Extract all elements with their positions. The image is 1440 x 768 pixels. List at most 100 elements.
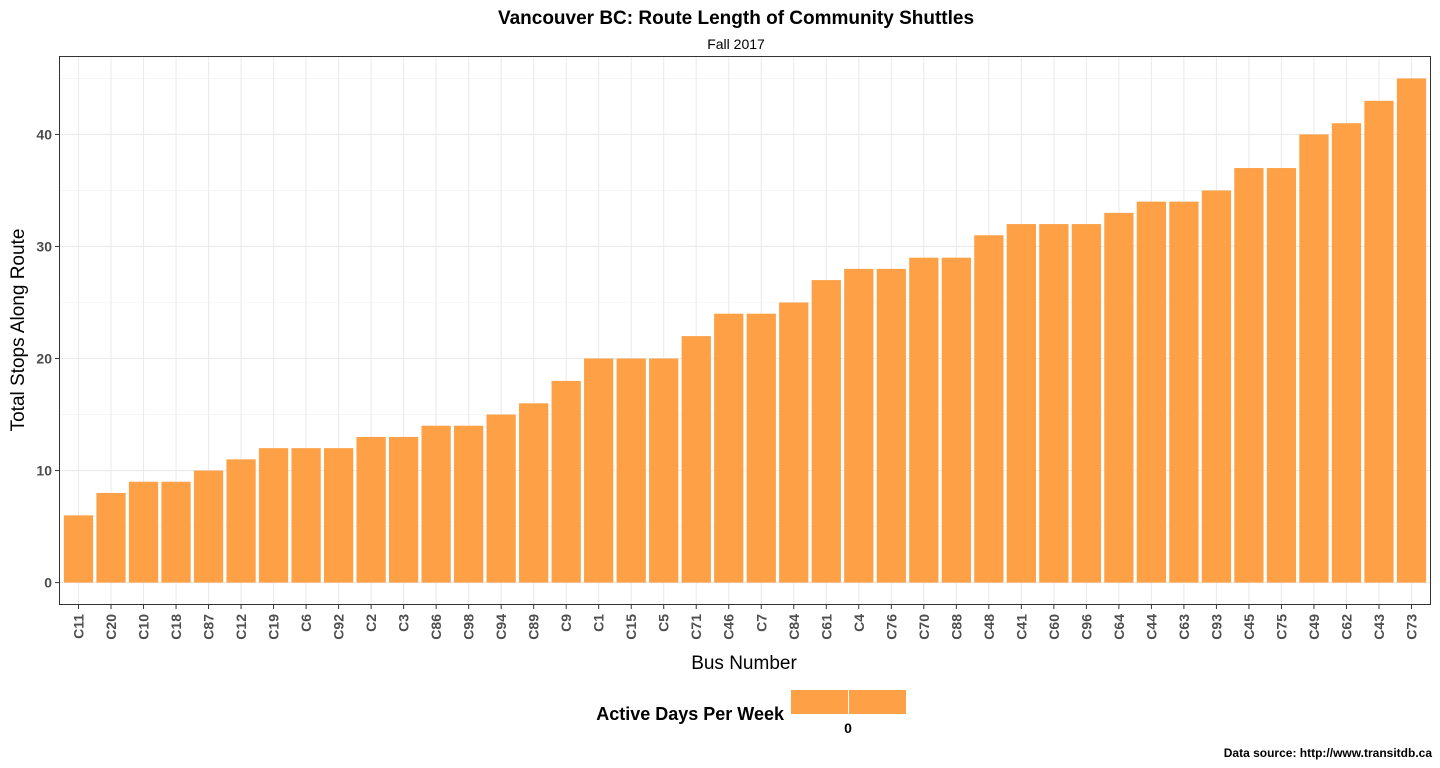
- bar-C45: [1234, 168, 1264, 583]
- data-source-caption: Data source: http://www.transitdb.ca: [1224, 746, 1433, 760]
- x-tick-label: C5: [656, 614, 672, 632]
- x-tick-label: C94: [493, 614, 509, 640]
- bar-C94: [486, 414, 516, 583]
- bar-C60: [1039, 224, 1069, 583]
- bar-C92: [323, 448, 354, 583]
- x-tick-label: C48: [981, 614, 997, 640]
- bar-C15: [616, 358, 646, 583]
- bar-C4: [844, 268, 874, 583]
- bar-C7: [746, 313, 776, 583]
- y-tick-label: 20: [36, 351, 52, 367]
- legend: Active Days Per Week 0: [596, 690, 906, 736]
- bar-C88: [941, 257, 971, 583]
- bar-C11: [63, 515, 94, 583]
- x-tick-label: C1: [591, 614, 607, 632]
- x-tick-label: C12: [233, 614, 249, 640]
- x-tick-label: C84: [786, 614, 802, 640]
- x-tick-label: C75: [1273, 614, 1289, 640]
- x-tick-label: C43: [1371, 614, 1387, 640]
- x-tick-label: C10: [136, 614, 152, 640]
- x-tick-label: C88: [948, 614, 964, 640]
- x-tick-label: C96: [1078, 614, 1094, 640]
- x-tick-label: C11: [71, 614, 87, 639]
- x-tick-label: C45: [1241, 614, 1257, 640]
- x-tick-label: C73: [1403, 614, 1419, 640]
- x-tick-label: C62: [1338, 614, 1354, 640]
- x-tick-label: C46: [721, 614, 737, 640]
- x-tick-label: C70: [916, 614, 932, 640]
- bar-C20: [96, 492, 126, 583]
- x-tick-label: C64: [1111, 614, 1127, 640]
- bar-C93: [1201, 190, 1232, 583]
- bar-C62: [1331, 123, 1362, 583]
- legend-label: 0: [844, 720, 852, 736]
- bar-C84: [779, 302, 809, 583]
- bar-C63: [1169, 201, 1199, 583]
- bar-C5: [649, 358, 679, 583]
- x-tick-label: C41: [1013, 614, 1029, 640]
- y-axis: 0 10 20 30 40: [36, 126, 59, 591]
- bar-C46: [714, 313, 744, 583]
- bar-C98: [454, 425, 484, 583]
- y-tick-label: 40: [36, 126, 52, 142]
- x-tick-label: C19: [266, 614, 282, 640]
- bar-C87: [193, 470, 224, 583]
- x-tick-label: C89: [526, 614, 542, 640]
- bar-C19: [258, 448, 289, 583]
- x-tick-label: C44: [1143, 614, 1159, 640]
- bar-C10: [128, 481, 159, 583]
- bar-C48: [974, 235, 1004, 583]
- chart-subtitle: Fall 2017: [707, 36, 765, 52]
- bar-C2: [356, 436, 386, 583]
- bar-C86: [421, 425, 451, 583]
- bar-C41: [1006, 224, 1036, 583]
- x-tick-label: C61: [818, 614, 834, 640]
- bar-C18: [161, 481, 191, 583]
- bar-C73: [1396, 78, 1427, 583]
- bar-C3: [388, 436, 419, 583]
- bar-C9: [551, 380, 581, 583]
- y-tick-label: 30: [36, 238, 52, 254]
- legend-key: [849, 690, 906, 714]
- x-tick-label: C18: [168, 614, 184, 640]
- bar-C61: [811, 280, 841, 583]
- bar-C64: [1104, 212, 1134, 583]
- bar-C49: [1299, 134, 1329, 583]
- bar-C71: [681, 336, 711, 583]
- x-tick-label: C6: [298, 614, 314, 632]
- x-tick-label: C71: [688, 614, 704, 640]
- bar-C89: [519, 403, 549, 583]
- x-tick-label: C60: [1046, 614, 1062, 640]
- bars: [63, 78, 1427, 583]
- x-tick-label: C92: [331, 614, 347, 640]
- y-axis-title: Total Stops Along Route: [8, 229, 29, 432]
- x-tick-label: C9: [558, 614, 574, 632]
- x-tick-label: C20: [103, 614, 119, 640]
- x-tick-label: C86: [428, 614, 444, 640]
- x-tick-label: C93: [1208, 614, 1224, 640]
- x-tick-label: C7: [753, 614, 769, 632]
- x-tick-label: C49: [1306, 614, 1322, 640]
- x-tick-label: C98: [461, 614, 477, 640]
- plot-border: [59, 56, 1431, 605]
- x-tick-label: C2: [363, 614, 379, 632]
- bar-C70: [909, 257, 939, 583]
- chart-title: Vancouver BC: Route Length of Community …: [498, 8, 974, 29]
- bar-C96: [1071, 224, 1102, 583]
- bar-C44: [1136, 201, 1167, 583]
- y-tick-label: 0: [44, 575, 52, 591]
- bar-C76: [876, 268, 906, 583]
- bar-C75: [1266, 168, 1297, 583]
- x-tick-label: C15: [623, 614, 639, 640]
- bar-C6: [291, 448, 321, 583]
- bar-C43: [1364, 100, 1394, 583]
- legend-key: [791, 690, 848, 714]
- x-tick-label: C63: [1176, 614, 1192, 640]
- bar-C1: [584, 358, 614, 583]
- y-tick-label: 10: [36, 463, 52, 479]
- bar-C12: [226, 459, 256, 583]
- x-axis: C11 C20 C10 C18 C87 C12 C19 C6 C92 C2 C3 C86 C98 C94 C…: [71, 605, 1419, 640]
- x-tick-label: C87: [201, 614, 217, 640]
- legend-title: Active Days Per Week: [596, 704, 785, 724]
